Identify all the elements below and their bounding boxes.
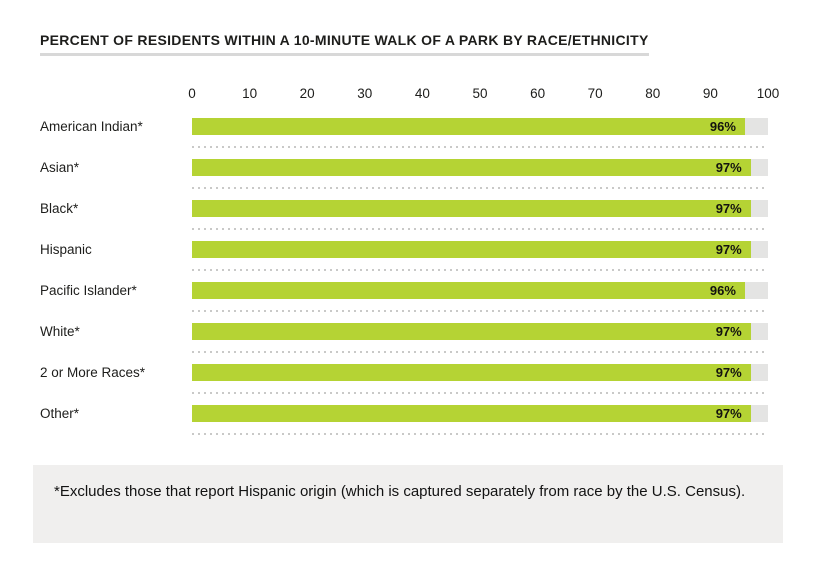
bar-value-label: 97% xyxy=(715,324,742,339)
row-separator-dotted-line xyxy=(192,146,768,148)
x-axis-tick: 10 xyxy=(242,86,258,101)
row-separator-dotted-line xyxy=(192,433,768,435)
row-separator-dotted-line xyxy=(192,310,768,312)
x-axis: 0 10 20 30 40 50 60 70 80 90 100 xyxy=(188,86,779,104)
bar-fill: 96% xyxy=(192,282,745,299)
row-separator-dotted-line xyxy=(192,228,768,230)
bar-fill: 97% xyxy=(192,241,751,258)
bar-value-label: 96% xyxy=(709,119,736,134)
x-axis-tick: 70 xyxy=(587,86,603,101)
bar-value-label: 96% xyxy=(709,283,736,298)
footnote-box: *Excludes those that report Hispanic ori… xyxy=(33,465,783,543)
bar-value-label: 97% xyxy=(715,365,742,380)
x-axis-tick: 90 xyxy=(702,86,718,101)
x-axis-tick: 60 xyxy=(530,86,546,101)
x-axis-tick: 40 xyxy=(414,86,430,101)
x-axis-tick: 0 xyxy=(188,86,196,101)
row-label: 2 or More Races* xyxy=(40,365,146,380)
row-label: Asian* xyxy=(40,160,80,175)
table-row: 2 or More Races* 97% xyxy=(0,364,826,405)
row-label: Hispanic xyxy=(40,242,92,257)
bar-value-label: 97% xyxy=(715,160,742,175)
chart-title: PERCENT OF RESIDENTS WITHIN A 10-MINUTE … xyxy=(40,32,649,56)
bar-track: 97% xyxy=(192,364,768,381)
bar-fill: 97% xyxy=(192,323,751,340)
bar-track: 97% xyxy=(192,405,768,422)
bar-value-label: 97% xyxy=(715,201,742,216)
table-row: American Indian* 96% xyxy=(0,118,826,159)
bar-track: 96% xyxy=(192,282,768,299)
bar-fill: 96% xyxy=(192,118,745,135)
bar-track: 97% xyxy=(192,323,768,340)
bar-track: 97% xyxy=(192,200,768,217)
table-row: Asian* 97% xyxy=(0,159,826,200)
x-axis-tick: 100 xyxy=(756,86,780,101)
row-separator-dotted-line xyxy=(192,351,768,353)
row-label: White* xyxy=(40,324,80,339)
x-axis-tick: 80 xyxy=(645,86,661,101)
row-label: Other* xyxy=(40,406,80,421)
bar-track: 97% xyxy=(192,241,768,258)
row-label: Pacific Islander* xyxy=(40,283,137,298)
bar-fill: 97% xyxy=(192,364,751,381)
footnote-text: *Excludes those that report Hispanic ori… xyxy=(54,483,746,500)
bar-track: 97% xyxy=(192,159,768,176)
row-separator-dotted-line xyxy=(192,187,768,189)
bar-fill: 97% xyxy=(192,200,751,217)
x-axis-tick: 30 xyxy=(357,86,373,101)
x-axis-tick: 20 xyxy=(299,86,315,101)
bar-value-label: 97% xyxy=(715,242,742,257)
bar-value-label: 97% xyxy=(715,406,742,421)
table-row: Hispanic 97% xyxy=(0,241,826,282)
bar-rows: American Indian* 96% Asian* 97% Black* 9… xyxy=(0,118,826,446)
row-separator-dotted-line xyxy=(192,269,768,271)
bar-track: 96% xyxy=(192,118,768,135)
row-separator-dotted-line xyxy=(192,392,768,394)
table-row: White* 97% xyxy=(0,323,826,364)
table-row: Other* 97% xyxy=(0,405,826,446)
row-label: Black* xyxy=(40,201,79,216)
row-label: American Indian* xyxy=(40,119,143,134)
table-row: Pacific Islander* 96% xyxy=(0,282,826,323)
x-axis-tick: 50 xyxy=(472,86,488,101)
table-row: Black* 97% xyxy=(0,200,826,241)
bar-fill: 97% xyxy=(192,159,751,176)
bar-fill: 97% xyxy=(192,405,751,422)
